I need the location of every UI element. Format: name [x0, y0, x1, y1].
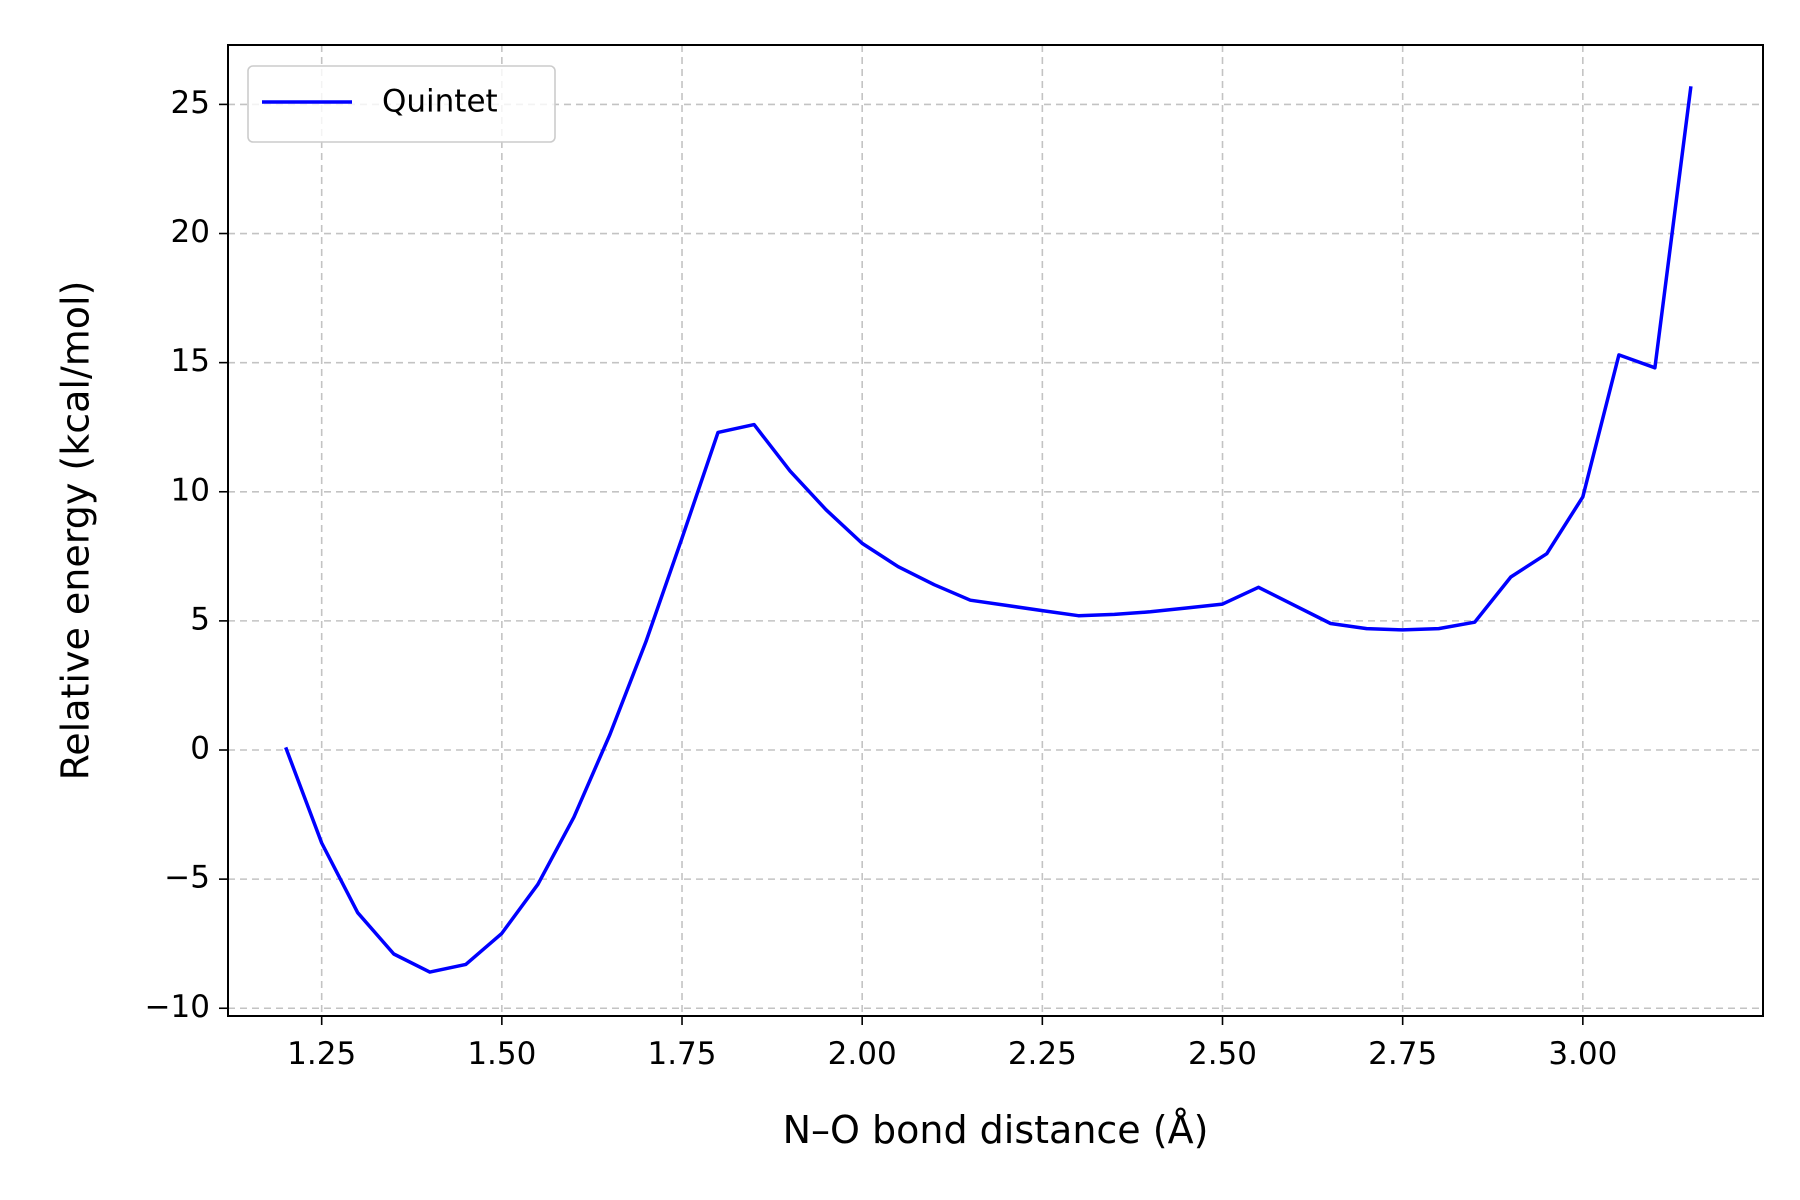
x-axis-ticks: 1.25 1.50 1.75 2.00 2.25 2.50 2.75 3.00 — [287, 1016, 1617, 1072]
y-tick-label: 20 — [171, 214, 210, 250]
x-axis-label: N–O bond distance (Å) — [783, 1108, 1209, 1152]
legend-box — [247, 65, 556, 143]
series-line-quintet — [284, 86, 1693, 974]
x-tick-label: 2.50 — [1188, 1036, 1257, 1072]
y-tick-label: 15 — [171, 343, 210, 379]
y-axis-label: Relative energy (kcal/mol) — [54, 281, 98, 781]
x-tick-label: 2.00 — [828, 1036, 897, 1072]
x-tick-label: 3.00 — [1548, 1036, 1617, 1072]
y-tick-label: 0 — [190, 731, 210, 767]
y-tick-label: 25 — [171, 85, 210, 121]
y-axis-ticks: −10 −5 0 5 10 15 20 25 — [145, 85, 228, 1025]
y-tick-label: −10 — [145, 989, 210, 1025]
x-tick-label: 1.25 — [287, 1036, 356, 1072]
y-tick-label: 5 — [190, 601, 210, 637]
y-tick-label: −5 — [164, 860, 210, 896]
series-layer — [284, 86, 1693, 974]
x-tick-label: 1.50 — [467, 1036, 536, 1072]
x-tick-label: 1.75 — [647, 1036, 716, 1072]
grid — [228, 45, 1763, 1016]
x-tick-label: 2.25 — [1008, 1036, 1077, 1072]
x-tick-label: 2.75 — [1368, 1036, 1437, 1072]
legend-label: Quintet — [382, 84, 498, 120]
y-tick-label: 10 — [171, 472, 210, 508]
legend: Quintet — [247, 65, 556, 143]
plot-frame — [227, 44, 1764, 1017]
